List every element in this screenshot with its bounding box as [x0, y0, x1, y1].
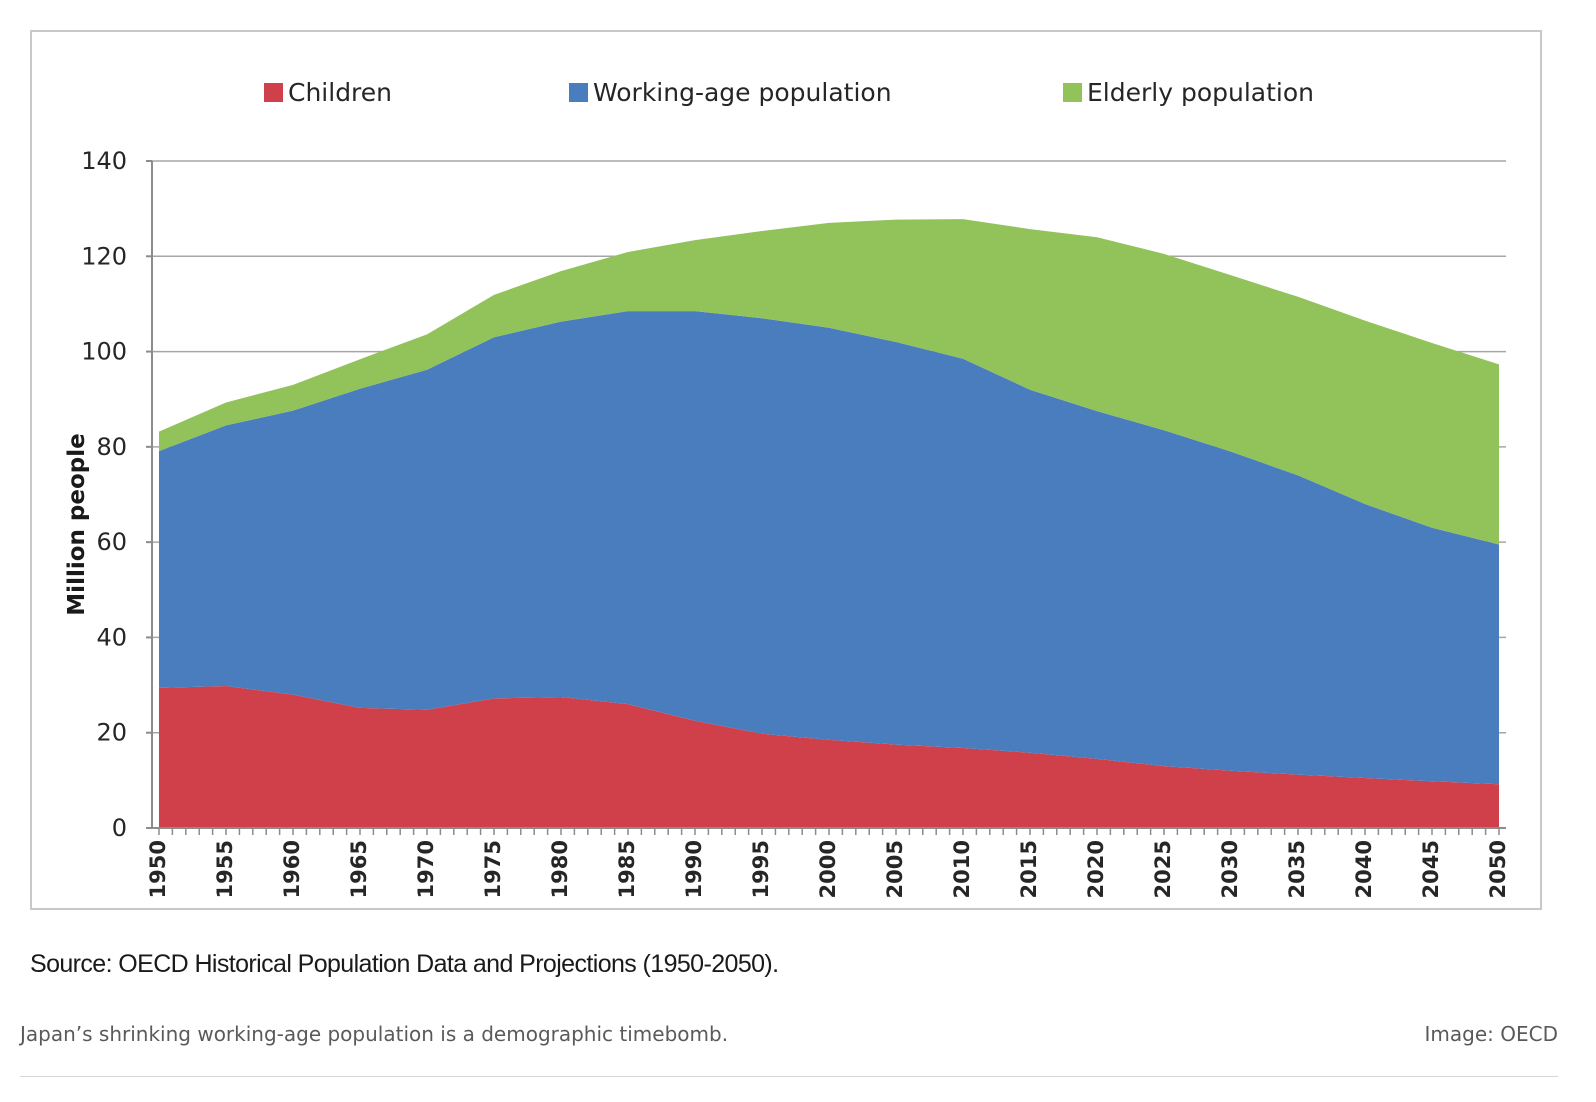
legend-label-elderly-population: Elderly population — [1087, 78, 1314, 107]
legend-label-working-age-population: Working-age population — [593, 78, 892, 107]
xtick-label-1955: 1955 — [213, 840, 237, 898]
ytick-label-40: 40 — [96, 623, 127, 651]
image-credit: Image: OECD — [1424, 1022, 1558, 1046]
xtick-label-1975: 1975 — [481, 840, 505, 898]
xtick-label-1980: 1980 — [548, 840, 572, 898]
xtick-label-1970: 1970 — [414, 840, 438, 898]
xtick-label-2000: 2000 — [816, 840, 840, 898]
ytick-label-140: 140 — [81, 147, 127, 175]
ytick-label-0: 0 — [112, 814, 127, 842]
ytick-label-20: 20 — [96, 719, 127, 747]
xtick-label-2025: 2025 — [1151, 840, 1175, 898]
xtick-label-2010: 2010 — [950, 840, 974, 898]
area-children — [159, 686, 1499, 828]
legend-swatch-working-age-population — [569, 83, 588, 102]
xtick-label-1960: 1960 — [280, 840, 304, 898]
xtick-label-2040: 2040 — [1352, 840, 1376, 898]
ytick-label-120: 120 — [81, 242, 127, 270]
xtick-label-1965: 1965 — [347, 840, 371, 898]
xtick-label-2020: 2020 — [1084, 840, 1108, 898]
ytick-label-60: 60 — [96, 528, 127, 556]
xtick-label-2030: 2030 — [1218, 840, 1242, 898]
xtick-label-1995: 1995 — [749, 840, 773, 898]
xtick-label-2050: 2050 — [1486, 840, 1510, 898]
chart-frame: 0 20 40 60 80 100 120 140 1950 1955 1960 1965 1970 19… — [30, 30, 1542, 910]
divider — [20, 1076, 1558, 1077]
xtick-label-2015: 2015 — [1017, 840, 1041, 898]
legend-label-children: Children — [288, 78, 392, 107]
xtick-label-2035: 2035 — [1285, 840, 1309, 898]
xtick-label-2005: 2005 — [883, 840, 907, 898]
image-caption: Japan’s shrinking working-age population… — [20, 1022, 729, 1046]
area-working-age-population — [159, 311, 1499, 785]
y-axis-label: Million people — [64, 433, 90, 615]
area-elderly-population — [159, 219, 1499, 545]
ytick-label-100: 100 — [81, 338, 127, 366]
ytick-label-80: 80 — [96, 433, 127, 461]
xtick-label-1990: 1990 — [682, 840, 706, 898]
legend-swatch-elderly-population — [1063, 83, 1082, 102]
xtick-label-1950: 1950 — [146, 840, 170, 898]
xtick-label-2045: 2045 — [1419, 840, 1443, 898]
legend-swatch-children — [264, 83, 283, 102]
source-note: Source: OECD Historical Population Data … — [30, 950, 779, 978]
xtick-label-1985: 1985 — [615, 840, 639, 898]
